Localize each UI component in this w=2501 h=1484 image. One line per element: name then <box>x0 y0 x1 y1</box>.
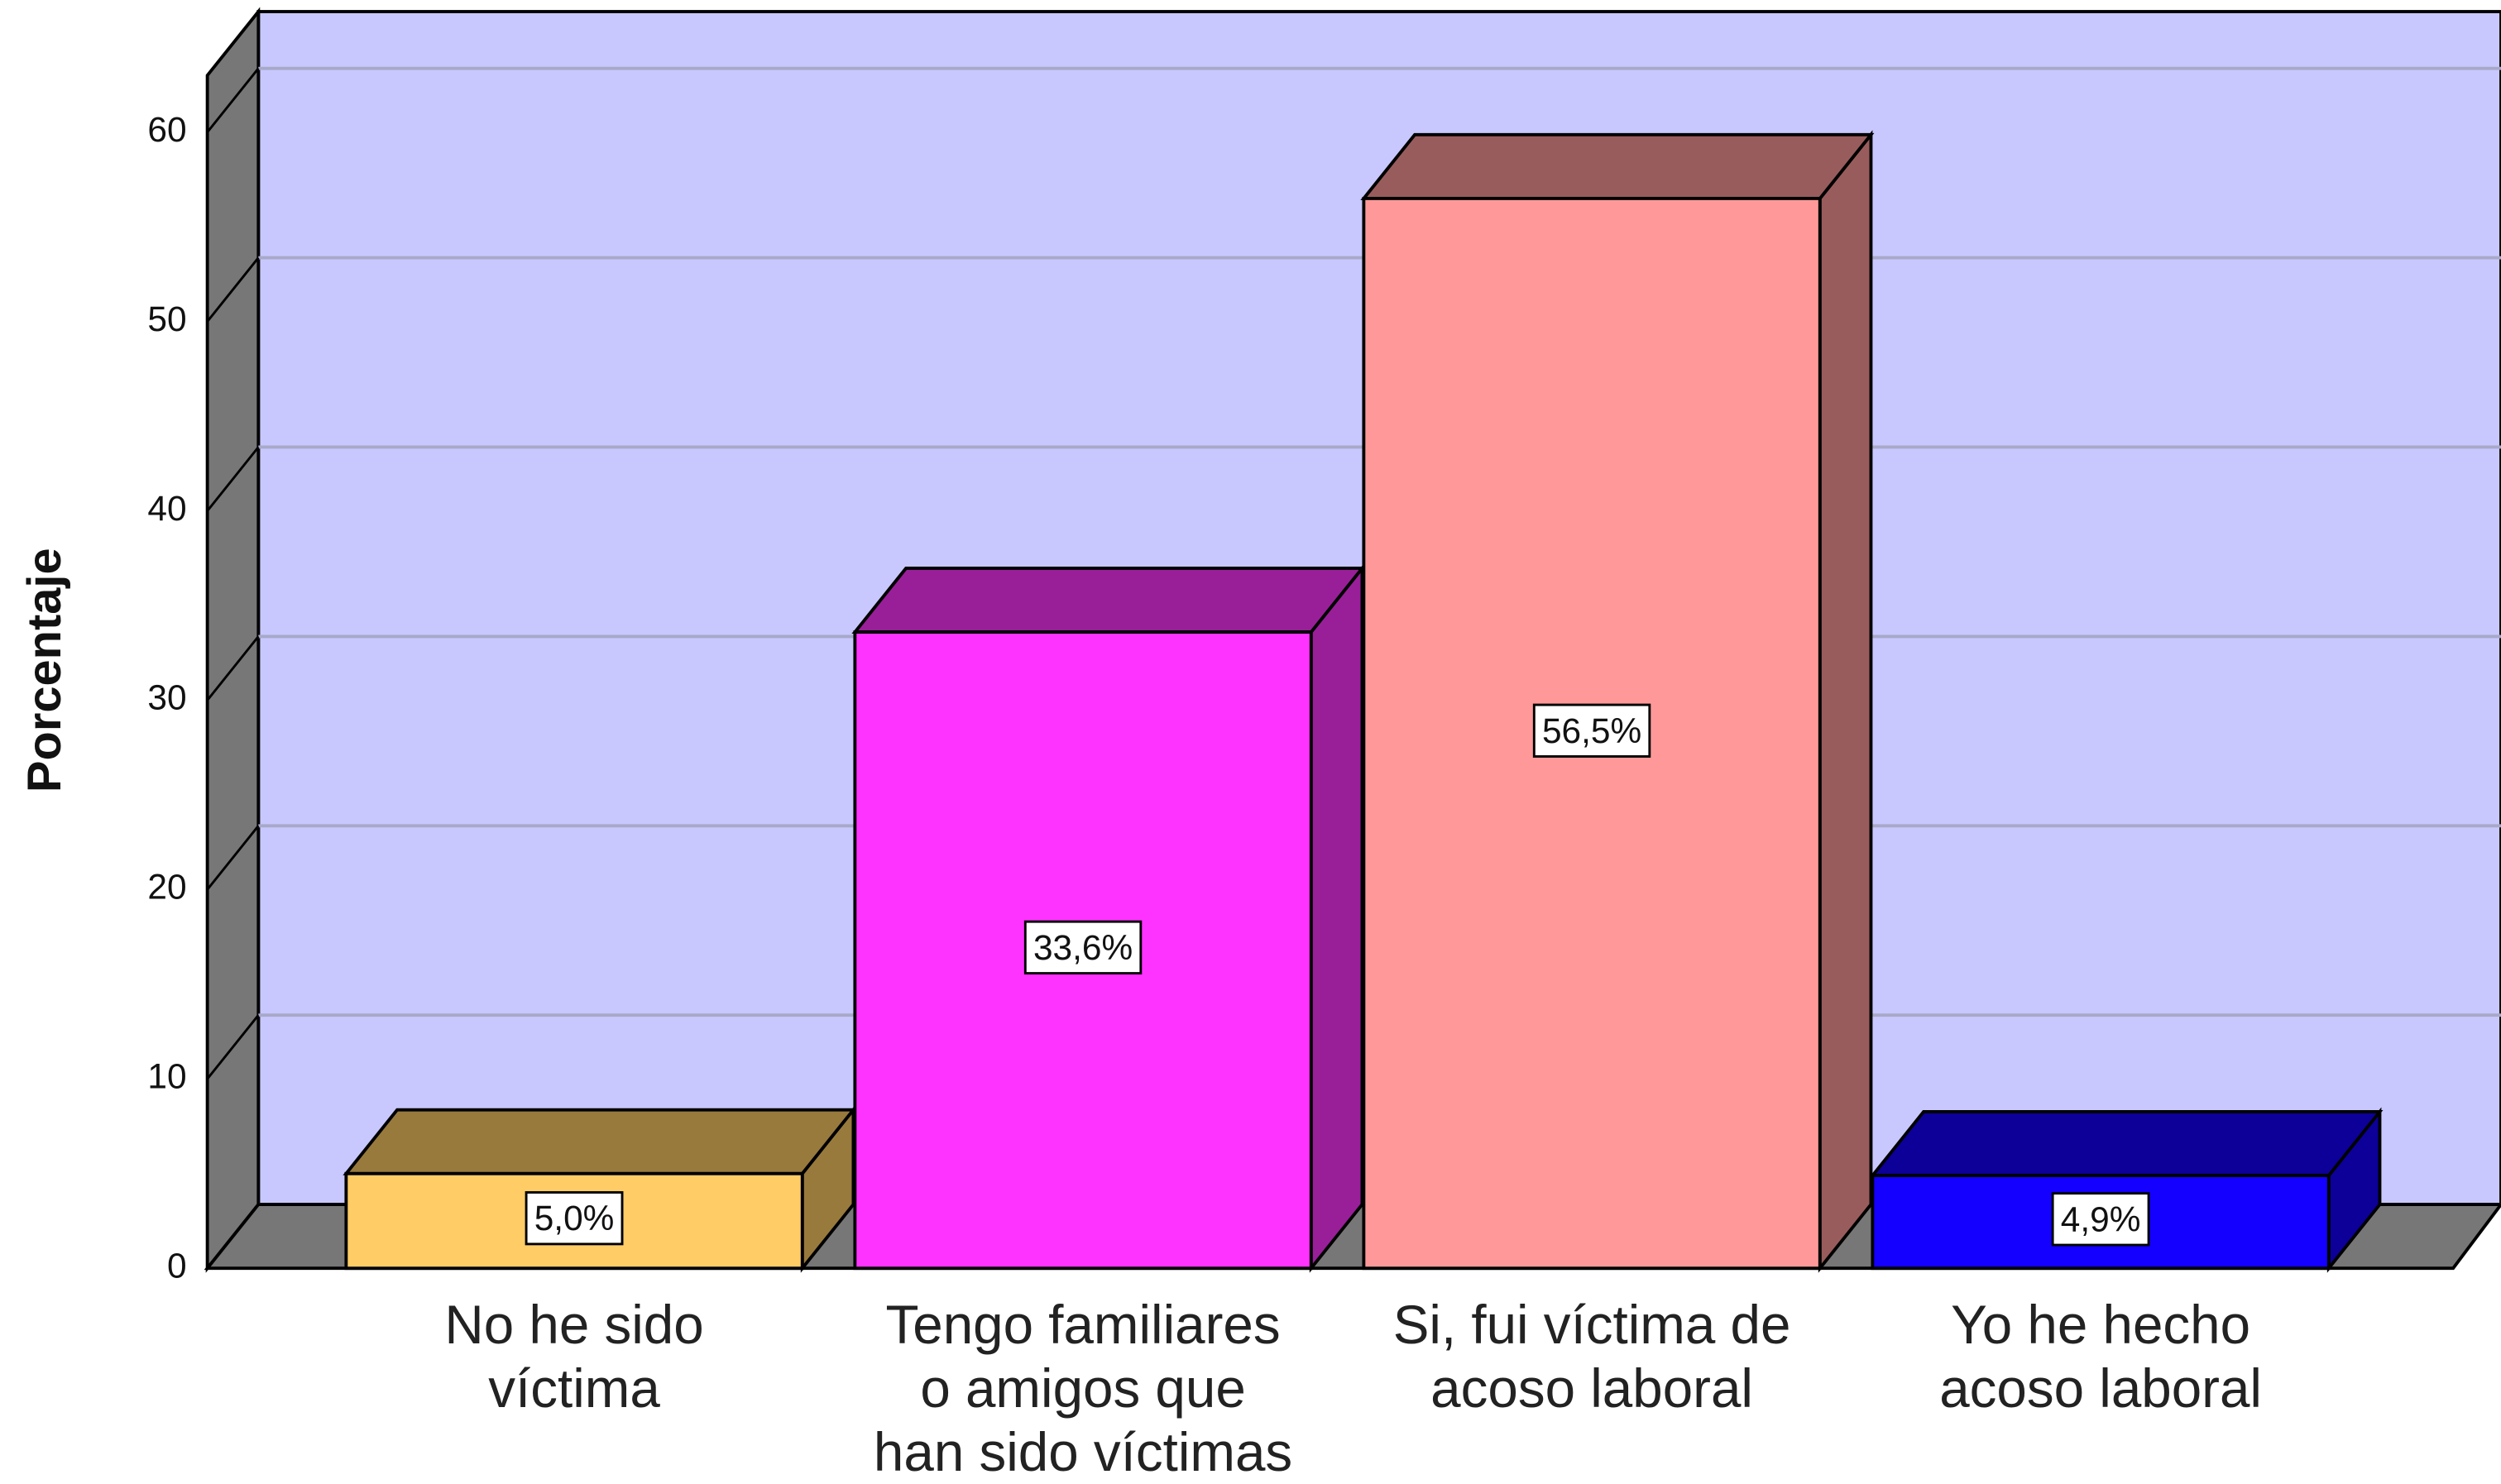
value-label-box <box>1532 703 1651 758</box>
bar-top <box>343 1108 857 1175</box>
x-tick-label: acoso laboral <box>1430 1358 1753 1419</box>
y-tick-label: 40 <box>147 489 186 528</box>
bar-top <box>851 567 1366 634</box>
x-tick-label: Si, fui víctima de <box>1393 1295 1791 1355</box>
y-axis-label: Porcentaje <box>18 548 71 792</box>
tick-mark <box>206 67 260 133</box>
x-tick-label: Yo he hecho <box>1951 1295 2250 1355</box>
value-label-text: 5,0% <box>534 1199 615 1237</box>
y-tick-label: 30 <box>147 678 186 717</box>
tick-mark <box>206 1014 260 1080</box>
y-tick-label: 0 <box>167 1246 187 1285</box>
y-tick-label: 10 <box>147 1057 186 1096</box>
bar-side <box>1309 563 1364 1273</box>
value-label-text: 4,9% <box>2061 1199 2141 1238</box>
bar-side <box>1818 130 1873 1273</box>
x-tick-label: acoso laboral <box>1939 1358 2262 1419</box>
tick-mark <box>206 635 260 701</box>
tick-mark <box>206 825 260 891</box>
value-label-text: 33,6% <box>1033 928 1133 967</box>
x-tick-label: No he sido <box>444 1295 703 1355</box>
x-tick-label: han sido víctimas <box>874 1422 1292 1482</box>
value-label-box <box>2051 1192 2150 1247</box>
y-tick-label: 60 <box>147 110 186 149</box>
tick-mark <box>206 446 260 512</box>
value-label-box <box>525 1191 624 1246</box>
x-tick-label: víctima <box>488 1358 660 1419</box>
value-label: 56,5% <box>1532 703 1651 758</box>
value-label-box <box>1023 920 1143 975</box>
value-label: 5,0% <box>525 1191 624 1246</box>
value-label-text: 56,5% <box>1542 711 1641 750</box>
value-label: 33,6% <box>1023 920 1143 975</box>
bar-top <box>1869 1110 2384 1177</box>
value-label: 4,9% <box>2051 1192 2150 1247</box>
bar-top <box>1360 132 1875 200</box>
side-wall <box>205 7 261 1273</box>
x-tick-label: Tengo familiares <box>885 1295 1280 1355</box>
x-tick-label: o amigos que <box>920 1358 1245 1419</box>
y-tick-label: 50 <box>147 299 186 338</box>
tick-mark <box>206 256 260 323</box>
y-tick-label: 20 <box>147 868 186 907</box>
